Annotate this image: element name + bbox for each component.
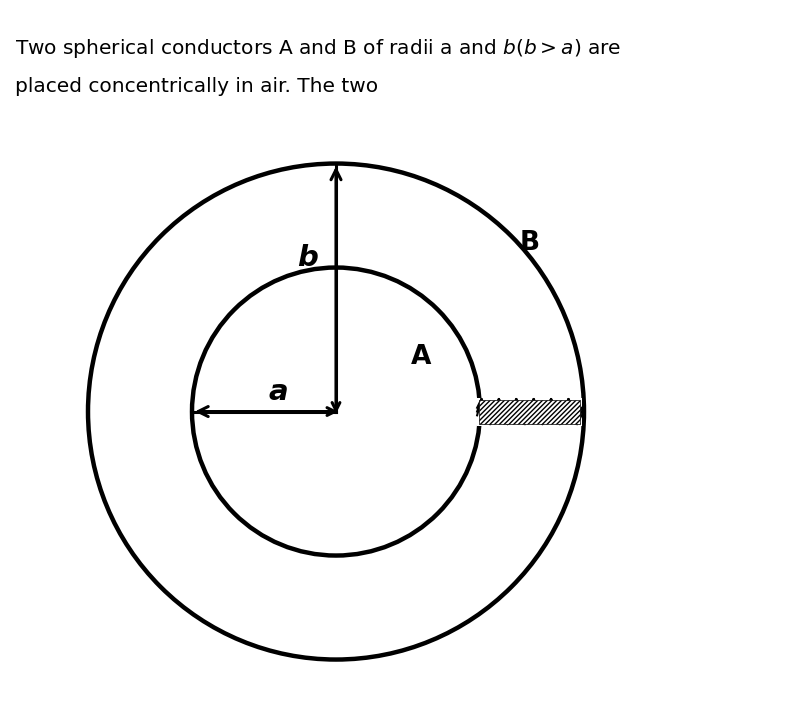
Bar <box>479 399 579 424</box>
Bar <box>477 398 582 425</box>
Text: Two spherical conductors A and B of radii a and $b(b>a)$ are: Two spherical conductors A and B of radi… <box>15 37 622 60</box>
Text: B: B <box>519 230 539 256</box>
Text: a: a <box>268 378 288 406</box>
Text: A: A <box>411 344 431 370</box>
Text: b: b <box>298 244 318 271</box>
Text: placed concentrically in air. The two: placed concentrically in air. The two <box>15 77 378 96</box>
